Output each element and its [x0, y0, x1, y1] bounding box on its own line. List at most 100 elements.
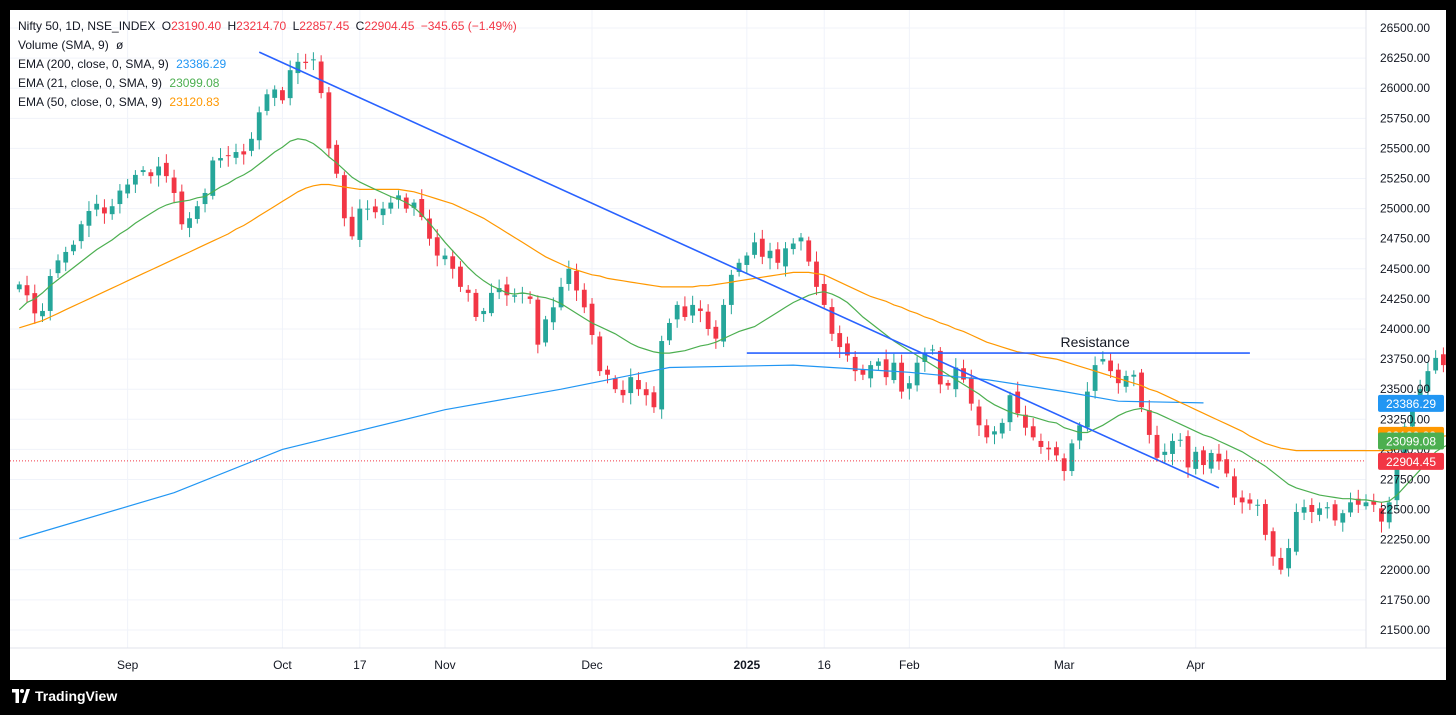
legend-ema21[interactable]: EMA (21, close, 0, SMA, 9) 23099.08 [18, 74, 517, 93]
price-label-text: 22904.45 [1386, 455, 1436, 469]
resistance-label: Resistance [1060, 334, 1129, 350]
candle-26 [218, 148, 223, 168]
candle-body [1030, 426, 1036, 438]
candle-32 [264, 89, 270, 116]
candle-70 [558, 277, 564, 311]
candle-body [396, 195, 401, 200]
candle-body [365, 208, 370, 210]
candle-body [806, 240, 812, 262]
candle-body [156, 166, 162, 176]
footer-branding[interactable]: TradingView [12, 688, 117, 704]
candle-55 [442, 248, 448, 266]
candle-body [1232, 476, 1237, 498]
candle-69 [550, 297, 556, 330]
candle-107 [845, 336, 850, 362]
candle-body [906, 383, 912, 389]
symbol-name: Nifty 50, 1D, NSE_INDEX [18, 19, 156, 33]
candle-body [102, 207, 107, 214]
y-tick-label: 22500.00 [1380, 503, 1430, 517]
candle-body [961, 368, 966, 380]
legend-ema50[interactable]: EMA (50, close, 0, SMA, 9) 23120.83 [18, 93, 517, 112]
candle-body [759, 238, 765, 257]
candle-body [1332, 504, 1338, 521]
candle-86 [682, 296, 688, 321]
candle-body [287, 70, 293, 99]
legend-ema21-value: 23099.08 [169, 76, 220, 90]
candle-109 [860, 364, 866, 381]
volume-label: Volume (SMA, 9) [18, 38, 109, 52]
legend-ema200[interactable]: EMA (200, close, 0, SMA, 9) 23386.29 [18, 55, 517, 74]
candle-body [1054, 447, 1059, 456]
candle-64 [512, 288, 518, 303]
candle-body [968, 377, 974, 404]
open-label: O [161, 19, 172, 33]
candle-body [643, 389, 649, 396]
candle-body [434, 237, 440, 256]
candle-160 [1255, 499, 1261, 516]
candle-81 [643, 382, 649, 406]
candle-113 [891, 353, 897, 384]
candle-body [194, 206, 200, 219]
candle-40 [326, 86, 332, 158]
candle-body [280, 90, 285, 101]
candle-body [930, 349, 935, 351]
candle-body [1084, 391, 1090, 428]
candle-body [999, 422, 1005, 434]
candle-123 [968, 369, 974, 411]
candle-body [419, 198, 425, 218]
candle-120 [945, 379, 951, 390]
candle-body [1177, 439, 1183, 441]
candle-body [411, 202, 417, 208]
candle-body [295, 61, 301, 74]
volume-row[interactable]: Volume (SMA, 9) ø [18, 36, 517, 55]
candle-body [233, 152, 239, 158]
candle-body [1046, 447, 1052, 450]
candle-body [1278, 557, 1284, 570]
tradingview-logo-icon [12, 689, 30, 703]
price-chart[interactable]: Resistance 26500.00 26250.00 26000.00 25750.… [10, 10, 1446, 680]
brand-name: TradingView [35, 688, 118, 704]
candle-body [736, 262, 742, 272]
candle-body [1069, 443, 1075, 472]
candle-body [984, 425, 990, 438]
candle-7 [71, 240, 76, 256]
candle-41 [334, 140, 340, 179]
candle-body [1115, 369, 1121, 384]
candle-body [1100, 359, 1106, 362]
candle-170 [1332, 500, 1338, 526]
candle-66 [527, 291, 533, 304]
candle-body [1348, 502, 1353, 513]
candle-body [1270, 531, 1276, 557]
candle-body [976, 406, 982, 426]
candle-body [1162, 451, 1168, 455]
candle-body [1324, 507, 1330, 509]
candle-90 [713, 320, 719, 349]
y-tick-label: 25500.00 [1380, 141, 1430, 155]
candle-body [821, 283, 827, 305]
candle-47 [380, 201, 386, 225]
y-tick-label: 25750.00 [1380, 111, 1430, 125]
candle-150 [1177, 433, 1183, 447]
chart-panel[interactable]: Resistance 26500.00 26250.00 26000.00 25750.… [10, 10, 1446, 680]
candle-161 [1262, 499, 1268, 541]
candle-body [728, 274, 734, 305]
candle-body [527, 296, 533, 299]
candle-162 [1270, 527, 1276, 566]
candle-body [1131, 374, 1137, 377]
candle-48 [388, 196, 394, 214]
candle-2 [32, 284, 38, 324]
candle-43 [349, 206, 355, 240]
candle-8 [78, 220, 84, 249]
candle-38 [310, 52, 316, 71]
change-value: −345.65 (−1.49%) [420, 19, 517, 33]
candle-149 [1170, 433, 1175, 466]
candle-body [875, 361, 881, 366]
candle-154 [1208, 449, 1214, 474]
candle-33 [272, 85, 278, 107]
symbol-row[interactable]: Nifty 50, 1D, NSE_INDEX O23190.40 H23214… [18, 17, 517, 36]
y-tick-label: 24750.00 [1380, 232, 1430, 246]
candle-body [71, 244, 76, 252]
candle-body [24, 285, 30, 296]
candle-182 [1425, 362, 1431, 400]
candle-22 [187, 212, 192, 238]
